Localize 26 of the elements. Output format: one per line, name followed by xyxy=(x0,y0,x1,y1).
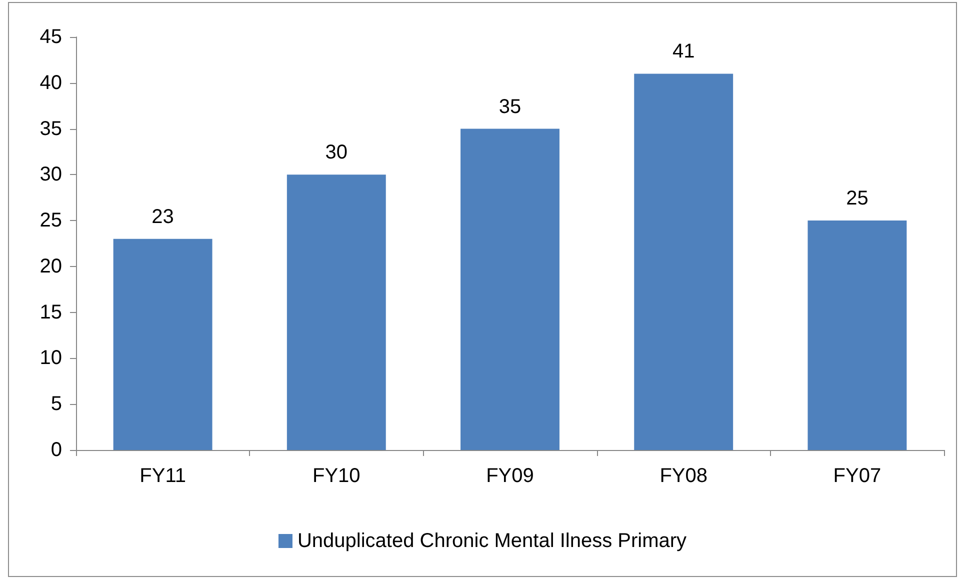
data-label: 23 xyxy=(152,206,174,228)
x-tick-label: FY11 xyxy=(140,465,186,487)
y-tick-label: 30 xyxy=(40,164,62,186)
y-tick-label: 40 xyxy=(40,72,62,94)
legend-label: Unduplicated Chronic Mental Ilness Primary xyxy=(297,530,687,552)
data-label: 30 xyxy=(325,142,348,164)
x-tick-label: FY10 xyxy=(312,465,360,487)
y-tick-label: 15 xyxy=(40,301,62,324)
y-tick-label: 25 xyxy=(40,210,62,232)
x-tick-label: FY07 xyxy=(833,465,882,487)
bar xyxy=(113,238,212,450)
data-label: 25 xyxy=(846,188,868,210)
y-tick-label: 5 xyxy=(50,393,62,416)
x-tick-label: FY08 xyxy=(660,465,708,487)
bar xyxy=(634,74,734,450)
x-tick-label: FY09 xyxy=(486,465,534,487)
y-tick-label: 20 xyxy=(40,255,62,278)
bar xyxy=(460,128,560,450)
data-label: 41 xyxy=(672,40,695,63)
data-label: 35 xyxy=(498,96,522,118)
y-tick-label: 0 xyxy=(50,439,62,461)
y-tick-label: 35 xyxy=(40,118,62,140)
y-tick-label: 10 xyxy=(40,347,62,370)
bar xyxy=(808,220,907,450)
y-tick-label: 45 xyxy=(40,26,62,48)
bar xyxy=(286,174,386,450)
